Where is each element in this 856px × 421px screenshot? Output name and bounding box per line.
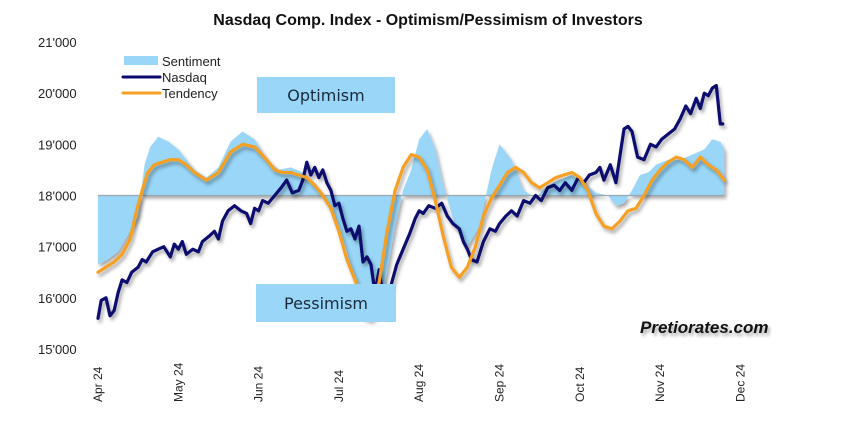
x-tick-label: Nov 24 <box>653 364 667 402</box>
legend-item-nasdaq: Nasdaq <box>121 70 207 85</box>
sentiment-area <box>98 129 725 321</box>
y-axis: 15'000 16'000 17'000 18'000 19'000 20'000 21'0… <box>38 35 77 357</box>
y-tick-label: 15'000 <box>38 342 77 357</box>
legend-label: Tendency <box>162 86 218 101</box>
x-tick-label: Sep 24 <box>493 364 507 402</box>
y-tick-label: 19'000 <box>38 137 77 152</box>
optimism-box-background <box>257 77 395 113</box>
y-tick-label: 20'000 <box>38 86 77 101</box>
chart-title: Nasdaq Comp. Index - Optimism/Pessimism … <box>213 12 643 29</box>
pessimism-box-background <box>256 284 396 322</box>
y-tick-label: 17'000 <box>38 240 77 255</box>
x-tick-label: Jul 24 <box>332 370 346 402</box>
x-tick-label: Oct 24 <box>573 366 587 402</box>
x-tick-label: Apr 24 <box>91 366 105 402</box>
y-tick-label: 21'000 <box>38 35 77 50</box>
pessimism-box-label: Pessimism <box>284 294 368 313</box>
series-layer <box>96 83 726 321</box>
legend-label: Nasdaq <box>162 70 207 85</box>
x-tick-label: May 24 <box>171 362 185 402</box>
legend-swatch <box>124 56 158 65</box>
y-tick-label: 18'000 <box>38 189 77 204</box>
y-tick-label: 16'000 <box>38 291 77 306</box>
tendency-line <box>96 142 726 305</box>
x-tick-label: Aug 24 <box>412 364 426 402</box>
legend-label: Sentiment <box>162 54 221 69</box>
optimism-box-label: Optimism <box>287 86 364 105</box>
x-tick-label: Jun 24 <box>252 366 266 402</box>
pessimism-box: Pessimism <box>256 284 396 322</box>
watermark: Pretiorates.com <box>640 318 769 337</box>
annotation-layer: Optimism Pessimism <box>256 77 396 322</box>
nasdaq-line <box>96 83 725 320</box>
optimism-box: Optimism <box>257 77 395 113</box>
legend-item-tendency: Tendency <box>121 86 218 101</box>
legend-item-sentiment: Sentiment <box>124 54 221 69</box>
x-tick-label: Dec 24 <box>733 364 747 402</box>
x-axis: Apr 24 May 24 Jun 24 Jul 24 Aug 24 Sep 24 Oct … <box>91 362 747 402</box>
